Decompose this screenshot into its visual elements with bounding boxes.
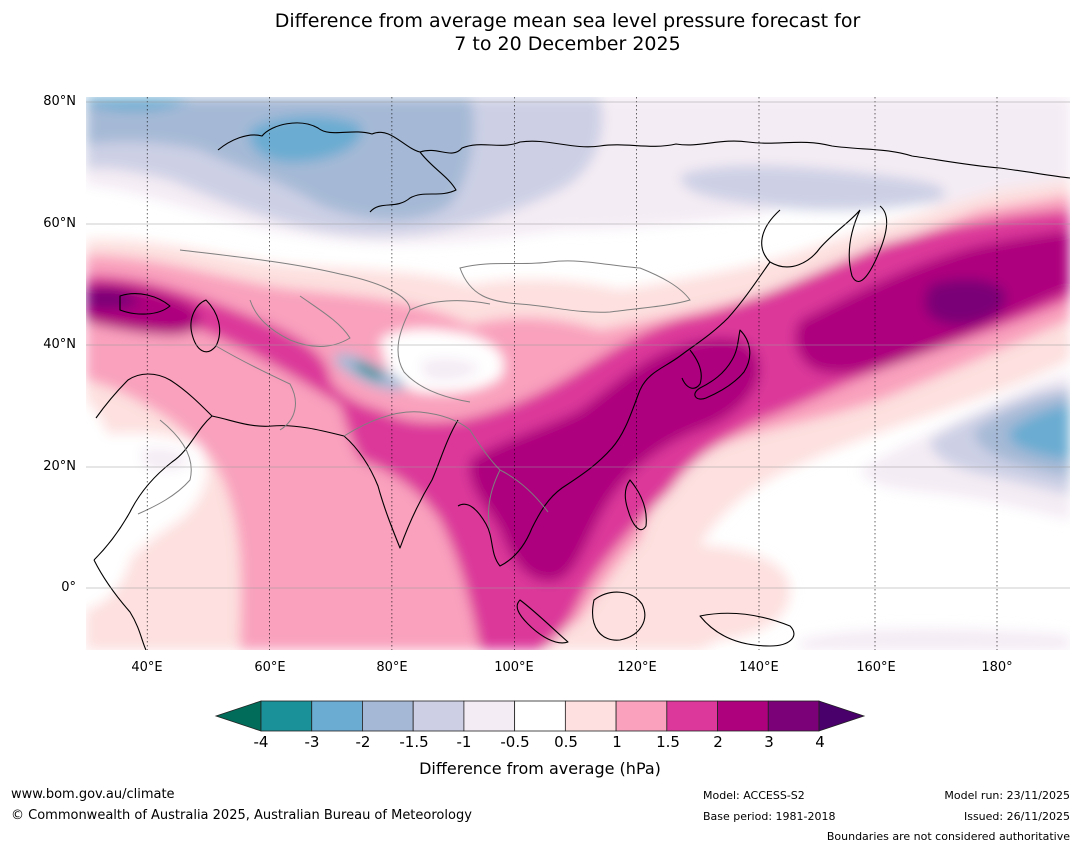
pressure-anomaly-field: [86, 97, 1070, 650]
boundary-china-west: [397, 300, 491, 403]
boundary-sea: [487, 469, 549, 531]
lon-label-80e: 80°E: [376, 660, 408, 675]
coastlines: [93, 122, 1070, 650]
colorbar: [214, 700, 866, 732]
coast-japan: [694, 329, 751, 400]
colorbar-tick: 3: [764, 733, 774, 751]
colorbar-over-arrow: [818, 700, 866, 732]
lon-label-100e: 100°E: [494, 660, 534, 675]
footer-disclaimer: Boundaries are not considered authoritat…: [826, 830, 1070, 843]
title-line-2: 7 to 20 December 2025: [454, 33, 681, 55]
coast-india: [343, 419, 459, 549]
contour-nw-corner-neg2: [86, 97, 190, 111]
contour-arabia-neutral: [86, 433, 208, 605]
boundary-kazakh: [179, 249, 411, 311]
colorbar-cell: [311, 700, 363, 732]
lat-label-40n: 40°N: [43, 337, 76, 352]
coast-red-sea: [95, 373, 213, 419]
footer-model: Model: ACCESS-S2: [703, 789, 805, 802]
coast-sumatra: [516, 599, 569, 644]
coast-newguinea: [699, 612, 795, 647]
colorbar-cell: [717, 700, 769, 732]
colorbar-tick: 2: [713, 733, 723, 751]
contour-tibet-neg05: [420, 358, 480, 381]
colorbar-cell: [564, 700, 617, 732]
contour-se-neg05: [800, 628, 1070, 650]
lon-label-180: 180°: [981, 660, 1013, 675]
colorbar-cells: [260, 700, 820, 732]
colorbar-cell: [514, 700, 566, 732]
boundary-central-asia: [249, 295, 351, 347]
parallels: [86, 101, 1070, 589]
colorbar-under-arrow: [214, 700, 262, 732]
contour-ne-neg1: [680, 165, 946, 211]
coast-okhotsk: [761, 209, 861, 268]
boundary-mongolia: [459, 260, 691, 313]
coast-africa-horn: [93, 559, 147, 650]
coast-caspian: [190, 299, 221, 353]
colorbar-tick: 4: [815, 733, 825, 751]
lon-label-60e: 60°E: [254, 660, 286, 675]
chart-title: Difference from average mean sea level p…: [0, 10, 1081, 56]
colorbar-tick: 1.5: [656, 733, 680, 751]
lat-label-0: 0°: [61, 580, 76, 595]
map-area: [86, 97, 1070, 650]
contour-pacific-neg2: [1009, 404, 1070, 460]
lat-label-80n: 80°N: [43, 94, 76, 109]
boundary-india-north: [343, 411, 501, 471]
colorbar-cell: [412, 700, 465, 732]
boundary-iran: [215, 345, 296, 431]
colorbar-cell: [260, 700, 313, 732]
contour-siberia-neg2: [249, 115, 362, 163]
graticule: [146, 97, 998, 650]
colorbar-tick: -0.5: [500, 733, 530, 751]
contour-pos2: [86, 230, 1070, 582]
colorbar-tick: -4: [253, 733, 269, 751]
coast-korea: [681, 349, 702, 389]
lon-label-160e: 160°E: [856, 660, 896, 675]
footer-website: www.bom.gov.au/climate: [11, 787, 175, 802]
footer-model-run: Model run: 23/11/2025: [944, 789, 1070, 802]
coast-kamchatka: [848, 205, 888, 283]
contour-arabia-neg05: [140, 448, 190, 471]
boundary-arabia-inner: [137, 419, 192, 515]
colorbar-cell: [362, 700, 414, 732]
footer-issued: Issued: 26/11/2025: [963, 810, 1070, 823]
colorbar-cell: [767, 700, 820, 732]
coast-sea-indochina: [457, 503, 533, 567]
contour-karakoram-neg3: [354, 361, 385, 380]
coast-east-asia: [531, 261, 771, 529]
colorbar-tick: -1: [456, 733, 472, 751]
colorbar-cell: [615, 700, 668, 732]
footer-copyright: © Commonwealth of Australia 2025, Austra…: [11, 808, 472, 823]
lon-label-140e: 140°E: [739, 660, 779, 675]
footer-base-period: Base period: 1981-2018: [703, 810, 836, 823]
colorbar-tick: -3: [304, 733, 320, 751]
lon-label-120e: 120°E: [617, 660, 657, 675]
coast-taymyr: [369, 151, 457, 213]
lon-label-40e: 40°E: [131, 660, 163, 675]
coast-arctic: [217, 122, 1070, 179]
coast-borneo: [592, 591, 646, 641]
colorbar-tick: -1.5: [399, 733, 429, 751]
colorbar-cell: [666, 700, 718, 732]
coast-arabia: [93, 415, 345, 561]
colorbar-tick: 1: [612, 733, 622, 751]
title-line-1: Difference from average mean sea level p…: [274, 10, 861, 32]
colorbar-label: Difference from average (hPa): [419, 759, 661, 778]
country-boundaries: [137, 249, 691, 531]
colorbar-tick: -2: [355, 733, 371, 751]
lat-label-60n: 60°N: [43, 216, 76, 231]
colorbar-cell: [463, 700, 516, 732]
coast-black-sea: [119, 293, 171, 315]
coast-philippines: [624, 479, 647, 531]
colorbar-tick: 0.5: [554, 733, 578, 751]
lat-label-20n: 20°N: [43, 459, 76, 474]
